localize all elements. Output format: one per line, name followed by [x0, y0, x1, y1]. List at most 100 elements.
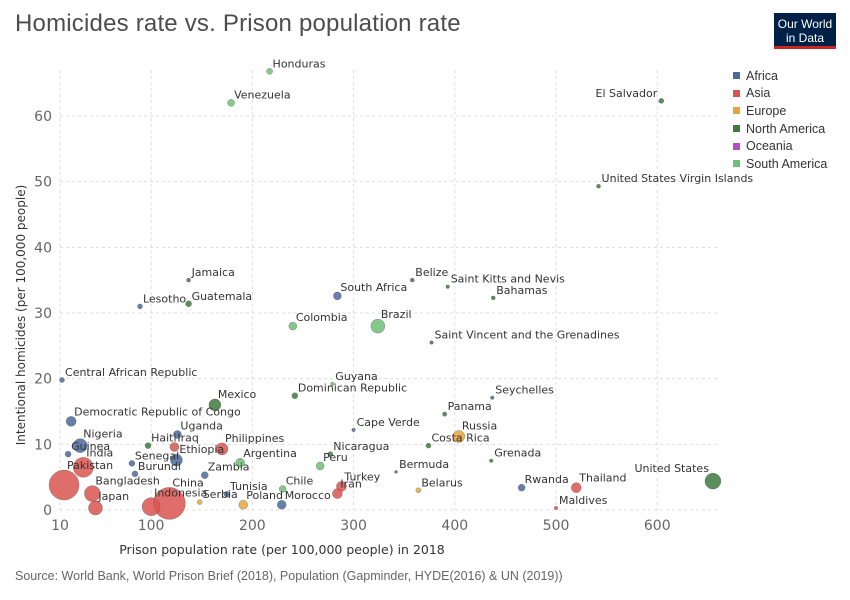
- data-points: [48, 68, 722, 520]
- data-point[interactable]: [186, 277, 191, 283]
- data-point[interactable]: [327, 451, 334, 457]
- point-label: Turkey: [343, 470, 380, 483]
- data-point[interactable]: [315, 461, 325, 471]
- data-point[interactable]: [288, 321, 298, 331]
- data-point[interactable]: [238, 499, 248, 510]
- data-point[interactable]: [394, 470, 398, 474]
- point-label: Bermuda: [399, 458, 449, 471]
- point-label: Argentina: [243, 447, 297, 460]
- data-point[interactable]: [266, 68, 273, 75]
- x-tick-label: 600: [644, 518, 671, 534]
- data-point[interactable]: [445, 284, 450, 289]
- point-label: Saint Vincent and the Grenadines: [435, 329, 620, 342]
- data-point[interactable]: [429, 340, 434, 345]
- data-point[interactable]: [137, 303, 143, 310]
- x-tick-label: 500: [543, 518, 570, 534]
- legend-item[interactable]: Europe: [733, 102, 827, 120]
- point-label: Zambia: [208, 461, 250, 474]
- point-label: Venezuela: [234, 88, 291, 101]
- point-label: Democratic Republic of Congo: [74, 405, 241, 418]
- point-label: Nigeria: [83, 428, 122, 441]
- data-point[interactable]: [215, 442, 229, 456]
- data-point[interactable]: [351, 427, 356, 432]
- x-tick-label: 400: [441, 518, 468, 534]
- data-point[interactable]: [410, 277, 415, 283]
- legend-swatch: [733, 142, 740, 150]
- data-point[interactable]: [332, 488, 343, 499]
- point-label: United States Virgin Islands: [602, 172, 754, 185]
- data-point[interactable]: [658, 98, 665, 104]
- x-tick-label: 300: [340, 518, 367, 534]
- legend-item[interactable]: Africa: [733, 67, 827, 85]
- point-label: Uganda: [180, 419, 222, 432]
- chart-title: Homicides rate vs. Prison population rat…: [15, 10, 461, 37]
- source-note: Source: World Bank, World Prison Brief (…: [15, 569, 563, 583]
- logo-bar: [774, 46, 836, 49]
- data-point[interactable]: [65, 416, 77, 427]
- data-point[interactable]: [442, 411, 448, 417]
- data-point[interactable]: [185, 300, 192, 308]
- data-point[interactable]: [330, 381, 335, 386]
- legend-item[interactable]: South America: [733, 155, 827, 173]
- legend-swatch: [733, 107, 740, 115]
- legend-label: Asia: [746, 86, 771, 101]
- point-label: Iran: [340, 478, 362, 491]
- legend-item[interactable]: Oceania: [733, 137, 827, 155]
- point-label: Cape Verde: [357, 416, 420, 429]
- owid-logo[interactable]: Our World in Data: [774, 13, 836, 49]
- data-point[interactable]: [489, 458, 494, 463]
- data-point[interactable]: [223, 490, 231, 498]
- data-point[interactable]: [425, 442, 432, 449]
- data-point[interactable]: [333, 291, 342, 301]
- point-label: Mexico: [218, 388, 257, 401]
- point-label: Maldives: [559, 494, 608, 507]
- data-point[interactable]: [173, 430, 182, 439]
- data-point[interactable]: [596, 183, 601, 189]
- data-point[interactable]: [131, 470, 139, 478]
- legend-swatch: [733, 72, 740, 80]
- point-label: Panama: [448, 400, 492, 413]
- data-point[interactable]: [59, 377, 65, 383]
- legend-item[interactable]: Asia: [733, 85, 827, 103]
- data-point[interactable]: [169, 442, 180, 452]
- point-label: South Africa: [340, 281, 407, 294]
- y-tick-label: 40: [34, 240, 52, 256]
- point-label: China: [172, 476, 203, 489]
- data-point[interactable]: [170, 453, 183, 467]
- data-point[interactable]: [208, 398, 222, 412]
- point-label: Senegal: [135, 449, 179, 462]
- data-point[interactable]: [201, 471, 209, 479]
- data-point[interactable]: [490, 395, 495, 400]
- point-label: El Salvador: [596, 87, 658, 100]
- data-point[interactable]: [491, 295, 496, 301]
- data-point[interactable]: [553, 505, 559, 511]
- data-point[interactable]: [415, 487, 422, 494]
- data-point[interactable]: [227, 99, 235, 107]
- data-point[interactable]: [144, 442, 152, 449]
- legend-item[interactable]: North America: [733, 120, 827, 138]
- data-point[interactable]: [88, 500, 103, 516]
- data-point[interactable]: [452, 430, 466, 443]
- data-point[interactable]: [72, 438, 88, 453]
- data-point[interactable]: [571, 482, 582, 493]
- data-point[interactable]: [128, 460, 136, 467]
- data-point[interactable]: [278, 485, 287, 493]
- point-label: Saint Kitts and Nevis: [451, 273, 565, 286]
- legend-label: South America: [746, 156, 828, 171]
- data-point[interactable]: [370, 318, 386, 334]
- legend-label: North America: [746, 121, 826, 136]
- y-tick-label: 10: [34, 437, 52, 453]
- data-point[interactable]: [291, 392, 299, 399]
- data-point[interactable]: [276, 499, 287, 510]
- legend-swatch: [733, 89, 740, 97]
- point-label: Haiti: [151, 432, 176, 445]
- point-label: Colombia: [296, 311, 348, 324]
- data-point[interactable]: [141, 497, 161, 516]
- data-point[interactable]: [64, 450, 72, 458]
- data-point[interactable]: [517, 483, 526, 492]
- data-point[interactable]: [48, 469, 80, 501]
- data-point[interactable]: [704, 472, 722, 490]
- data-point[interactable]: [73, 457, 94, 478]
- data-point[interactable]: [196, 499, 203, 505]
- data-point[interactable]: [235, 457, 245, 468]
